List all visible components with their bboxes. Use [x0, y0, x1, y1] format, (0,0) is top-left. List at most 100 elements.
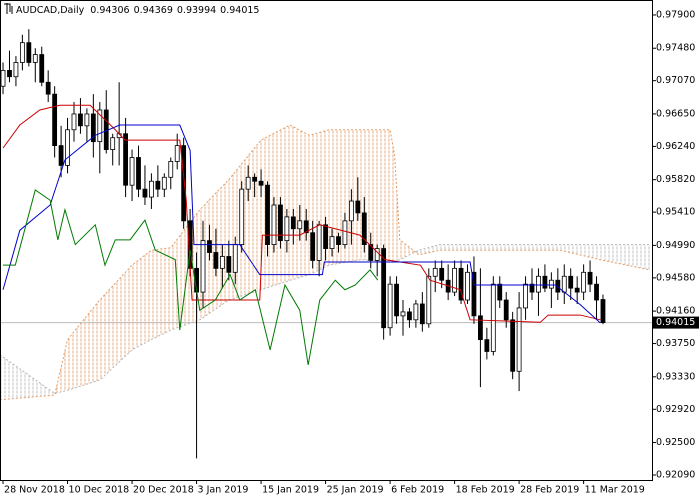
candle-body: [290, 216, 296, 230]
candle-body: [529, 283, 535, 293]
candle-body: [303, 220, 309, 234]
candle-body: [97, 109, 103, 143]
cloud-fill: [151, 247, 171, 340]
candle-body: [426, 275, 432, 325]
cloud-fill: [419, 244, 440, 255]
candle-body: [510, 319, 516, 372]
candle-body: [155, 180, 161, 190]
x-tick-label: 20 Dec 2018: [133, 485, 194, 496]
candle-body: [387, 283, 393, 329]
y-tick-label: 0.95820: [656, 174, 695, 185]
candle-body: [548, 279, 554, 289]
candle-body: [71, 113, 77, 131]
cloud-fill: [560, 244, 600, 260]
y-tick-label: 0.94160: [656, 306, 695, 317]
candle-body: [413, 303, 419, 321]
candle-body: [13, 62, 19, 78]
plot-area: [1, 29, 652, 459]
x-tick-label: 3 Jan 2019: [198, 485, 249, 496]
candle-body: [439, 267, 445, 281]
candle-body: [329, 236, 335, 249]
candle-body: [252, 176, 258, 182]
header-close: 0.94015: [220, 5, 259, 16]
candle-body: [336, 236, 341, 245]
candle-body: [368, 244, 374, 261]
header-low: 0.93994: [177, 5, 216, 16]
y-tick-label: 0.92920: [656, 404, 695, 415]
candle-body: [168, 161, 174, 178]
indicator-line: [2, 124, 601, 324]
candle-body: [516, 307, 522, 372]
candle-body: [110, 137, 116, 150]
candle-body: [361, 212, 367, 245]
candle-body: [136, 157, 141, 190]
header: AUDCAD,Daily 0.94306 0.94369 0.93994 0.94015: [4, 3, 259, 16]
candle-body: [432, 267, 438, 277]
candle-body: [458, 267, 464, 301]
candle-body: [271, 204, 277, 245]
cloud-fill: [599, 244, 651, 270]
candle-body: [478, 315, 483, 341]
cloud-fill: [290, 125, 310, 281]
current-price-box: [653, 316, 699, 329]
candle-body: [490, 283, 496, 352]
x-tick-label: 28 Feb 2019: [520, 485, 579, 496]
candle-body: [465, 271, 470, 301]
cloud-fill: [1, 355, 55, 400]
candle-body: [232, 244, 238, 273]
candle-body: [581, 271, 587, 293]
candle-body: [142, 188, 148, 198]
candle-body: [19, 42, 25, 63]
candle-body: [484, 339, 490, 352]
y-tick-label: 0.93330: [656, 371, 695, 382]
cloud-fill: [132, 250, 152, 350]
candle-body: [1, 69, 6, 87]
candle-body: [587, 271, 593, 285]
candle-body: [407, 311, 412, 321]
candle-body: [400, 311, 406, 317]
candle-body: [574, 287, 580, 293]
x-tick-label: 28 Nov 2018: [4, 485, 65, 496]
candle-body: [503, 299, 509, 321]
candle-body: [265, 184, 270, 245]
candle-body: [45, 81, 51, 95]
cloud-fill: [394, 155, 400, 263]
y-tick-label: 0.94990: [656, 240, 695, 251]
candle-body: [536, 275, 541, 293]
candle-body: [65, 129, 70, 166]
candle-body: [342, 220, 348, 245]
candle-body: [278, 204, 283, 242]
candle-body: [381, 248, 387, 329]
candle-body: [297, 220, 303, 230]
candle-body: [123, 133, 129, 186]
chart-title: AUDCAD,Daily: [16, 5, 85, 16]
x-tick-label: 18 Feb 2019: [456, 485, 515, 496]
candle-body: [555, 279, 561, 293]
candle-body: [316, 224, 322, 261]
candle-body: [594, 283, 599, 301]
candle-body: [284, 216, 290, 242]
candle-body: [394, 283, 399, 317]
header-text: AUDCAD,Daily 0.94306 0.94369 0.93994 0.94015: [16, 5, 259, 16]
candle-body: [161, 176, 167, 190]
candle-body: [348, 200, 354, 222]
cloud-fill: [399, 239, 420, 260]
axes: 0.97900 0.97480 0.97070 0.96650 0.96240 0.958…: [2, 9, 699, 496]
candle-body: [7, 69, 12, 78]
y-tick-label: 0.96240: [656, 141, 695, 152]
current-price-label: 0.94015: [656, 317, 695, 328]
candle-body: [174, 145, 180, 162]
candle-body: [561, 275, 567, 293]
candle-body: [471, 271, 477, 317]
chart-icon: [4, 3, 13, 14]
candle-body: [542, 275, 548, 289]
y-tick-label: 0.97900: [656, 9, 695, 20]
candle-body: [355, 200, 361, 214]
y-tick-label: 0.97480: [656, 43, 695, 54]
candle-body: [39, 54, 45, 83]
candle-body: [200, 240, 206, 293]
candle-body: [323, 224, 328, 249]
candle-body: [207, 240, 212, 253]
